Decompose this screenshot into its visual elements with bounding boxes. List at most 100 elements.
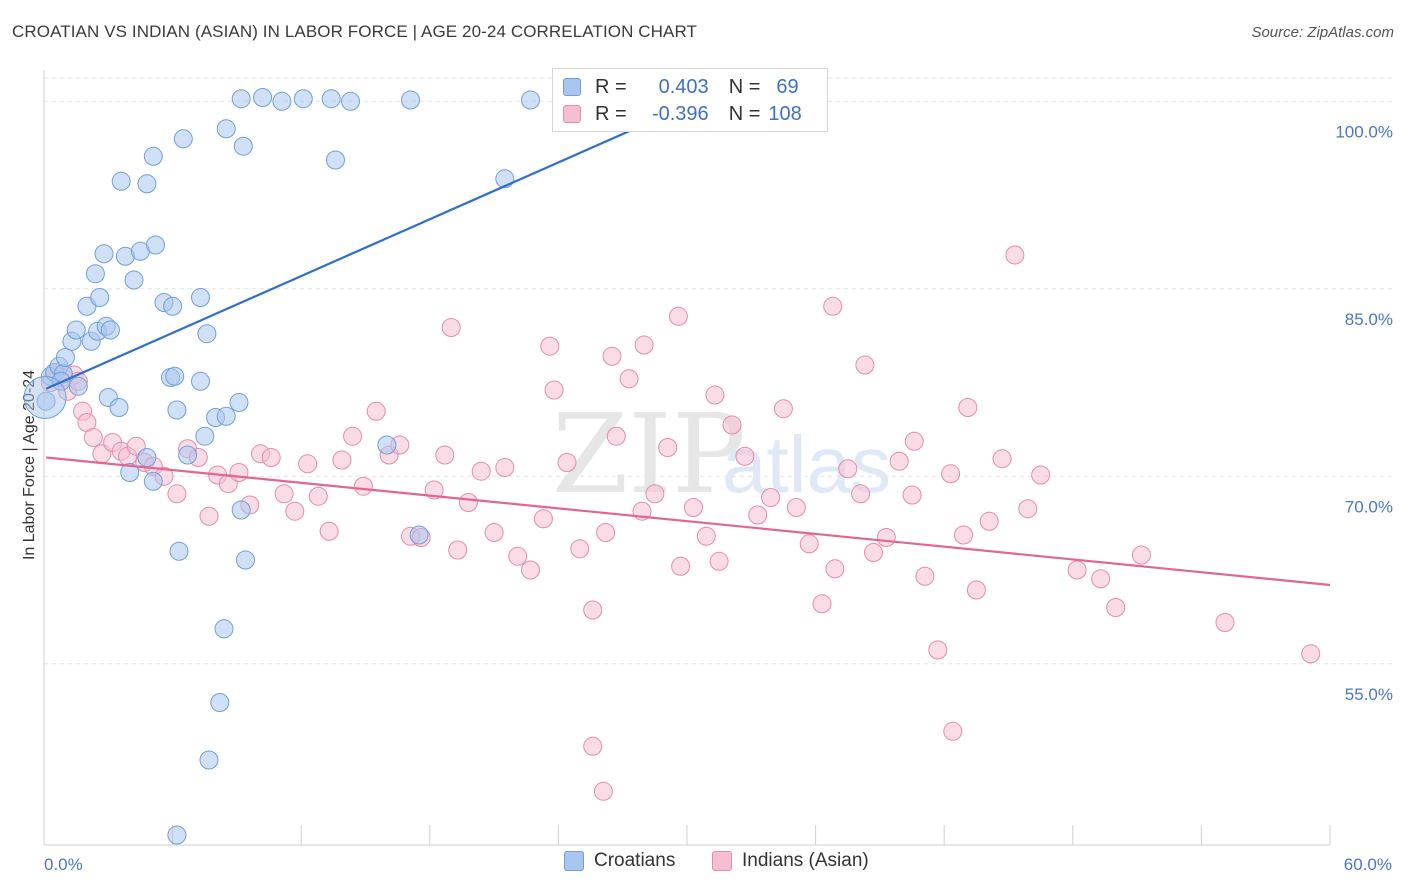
croatians-point	[233, 136, 253, 156]
croatians-point	[236, 550, 255, 570]
croatians-point	[195, 426, 215, 446]
croatians-point	[167, 825, 187, 845]
legend-n-value: 69	[776, 75, 799, 98]
indians-point	[570, 539, 590, 559]
croatians-point	[85, 264, 105, 284]
indians-point	[941, 464, 961, 484]
indians-point	[353, 476, 373, 496]
croatians-points	[23, 88, 661, 845]
legend-item-croatians: Croatians	[564, 850, 675, 872]
indians-point	[1031, 465, 1051, 485]
indians-point	[332, 450, 352, 470]
indians-point	[557, 453, 577, 472]
croatians-point	[68, 376, 88, 396]
croatians-point	[94, 244, 114, 264]
indians-point	[1005, 245, 1025, 265]
croatians-point-large	[23, 376, 67, 419]
indians-point	[298, 454, 318, 474]
correlation-legend: R = 0.403 N = 69 R = -0.396 N = 108	[552, 68, 828, 132]
indians-point	[851, 484, 871, 504]
watermark: ZIP atlas	[552, 390, 891, 518]
indians-point	[709, 551, 729, 571]
croatians-point	[55, 348, 75, 367]
croatians-point	[229, 393, 249, 412]
croatians-point	[199, 750, 219, 770]
indians-point	[786, 498, 806, 517]
indians-point	[915, 566, 935, 586]
legend-n-value: 108	[768, 102, 802, 125]
indians-point	[274, 484, 294, 504]
croatians-point	[146, 235, 165, 255]
indians-point	[1018, 499, 1038, 519]
croatians-point	[231, 89, 251, 109]
indians-point	[167, 484, 187, 504]
indians-point	[521, 560, 540, 580]
grid-lines	[44, 77, 1392, 665]
indians-point	[1301, 644, 1321, 664]
croatians-point	[100, 320, 120, 340]
indians-point	[441, 318, 461, 337]
indians-point	[229, 463, 249, 482]
indians-point	[735, 446, 755, 466]
croatians-point	[163, 296, 183, 316]
indians-point	[748, 505, 768, 525]
indians-point	[812, 594, 832, 614]
indians-point	[308, 486, 328, 506]
croatians-point	[143, 146, 163, 166]
y-axis-tick-labels: 55.0% 70.0% 85.0% 100.0%	[1335, 122, 1393, 704]
indians-point	[1106, 598, 1126, 617]
indians-point	[484, 523, 504, 542]
croatians-point	[143, 471, 163, 491]
indians-point	[902, 485, 922, 505]
indians-point	[696, 526, 716, 546]
croatians-point	[165, 366, 185, 386]
indians-point	[904, 431, 924, 451]
indians-point	[199, 506, 219, 526]
indians-point	[954, 525, 973, 545]
y-tick-label: 55.0%	[1345, 685, 1393, 704]
croatians-point	[321, 89, 341, 109]
indians-point	[1091, 569, 1111, 589]
source-label: Source: ZipAtlas.com	[1251, 24, 1394, 41]
indians-point	[471, 461, 491, 481]
legend-r-value: -0.396	[651, 102, 709, 125]
croatians-point	[326, 150, 345, 170]
croatians-point	[272, 91, 292, 111]
indians-point	[889, 451, 909, 471]
indians-point	[992, 449, 1012, 469]
croatians-point	[216, 119, 236, 139]
legend-row-croatians: R = 0.403 N = 69	[563, 75, 799, 99]
x-axis-ticks	[43, 825, 1331, 845]
indians-point	[83, 428, 103, 447]
croatians-swatch	[564, 851, 584, 871]
croatians-point	[191, 288, 210, 307]
legend-row-indians: R = -0.396 N = 108	[563, 102, 802, 126]
indians-point	[593, 781, 613, 801]
indians-point	[619, 369, 639, 389]
croatians-point	[66, 320, 86, 340]
legend-n-label: N =	[728, 102, 761, 125]
indians-point	[448, 540, 468, 560]
indians-point	[966, 580, 986, 600]
indians-point	[864, 543, 883, 562]
indians-point	[671, 556, 691, 576]
indians-point	[979, 511, 999, 531]
croatians-point	[109, 398, 129, 417]
croatians-point	[124, 270, 144, 290]
indians-point	[319, 521, 339, 541]
indians-point	[343, 426, 363, 446]
legend-r-label: R =	[595, 102, 627, 125]
legend-item-indians: Indians (Asian)	[712, 850, 869, 872]
croatians-point	[111, 171, 131, 191]
indians-swatch	[712, 851, 732, 871]
croatians-point	[173, 129, 193, 149]
croatians-point	[191, 371, 210, 391]
indians-point	[722, 415, 742, 435]
legend-r-value: 0.403	[658, 75, 709, 98]
indians-point	[683, 498, 703, 517]
indians-points	[40, 245, 1321, 801]
x-tick-label-min: 0.0%	[44, 855, 83, 874]
croatians-point	[409, 525, 429, 545]
indians-point	[508, 546, 528, 566]
croatians-point	[521, 90, 540, 110]
